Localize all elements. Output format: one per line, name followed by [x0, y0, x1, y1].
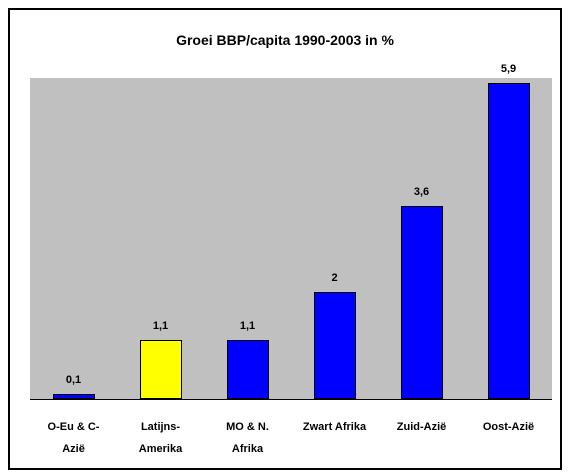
- bar: [400, 206, 443, 399]
- x-tick-label: O-Eu & C-Azië: [47, 421, 100, 455]
- x-tick-label: Latijns-Amerika: [138, 421, 183, 455]
- x-tick-label: Zwart Afrika: [302, 421, 367, 433]
- bar: [52, 393, 95, 399]
- chart: Groei BBP/capita 1990-2003 in % 0,1 1,1 1,…: [8, 8, 562, 470]
- bar: [313, 292, 356, 399]
- x-tick-label: Oost-Azië: [482, 421, 535, 433]
- data-label: 1,1: [239, 320, 256, 333]
- data-label: 1,1: [152, 320, 169, 333]
- bar: [487, 83, 530, 399]
- data-label: 5,9: [500, 63, 517, 76]
- data-label: 3,6: [413, 186, 430, 199]
- data-label: 0,1: [65, 373, 82, 386]
- bar: [139, 340, 182, 399]
- chart-title: Groei BBP/capita 1990-2003 in %: [176, 32, 394, 48]
- plot-area: 0,1 1,1 1,1 2 3,6 5,9: [30, 63, 552, 400]
- x-tick-label: Zuid-Azië: [396, 421, 447, 433]
- data-label: 2: [331, 272, 338, 284]
- x-tick-label: MO & N. Afrika: [226, 421, 269, 455]
- bar: [226, 340, 269, 399]
